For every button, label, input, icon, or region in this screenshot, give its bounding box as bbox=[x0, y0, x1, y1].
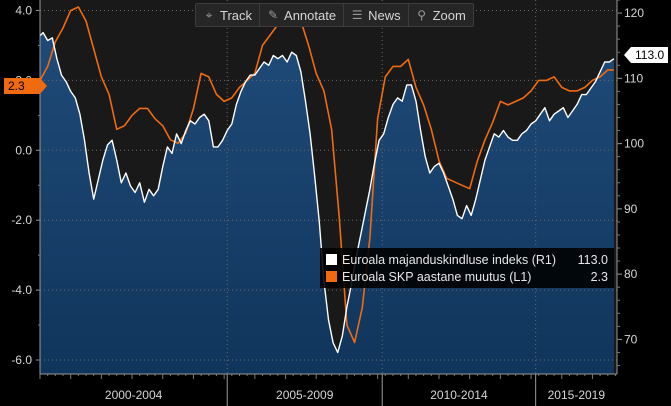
area-layer bbox=[40, 32, 614, 374]
legend-item-index[interactable]: Euroala majanduskindluse indeks (R1) 113… bbox=[326, 251, 608, 268]
right-axis-last-value-flag: 113.0 bbox=[623, 47, 669, 63]
legend-value-gdp: 2.3 bbox=[590, 269, 608, 284]
annotate-button[interactable]: ✎ Annotate bbox=[259, 4, 343, 26]
left-tick-label-3: -2.0 bbox=[11, 213, 32, 227]
news-label: News bbox=[368, 7, 401, 23]
grid-layer bbox=[40, 0, 617, 374]
zoom-button[interactable]: ⚲ Zoom bbox=[407, 4, 473, 26]
index-area-fill bbox=[40, 32, 614, 374]
magnifier-icon: ⚲ bbox=[417, 8, 426, 22]
right-tick-label-0: 120 bbox=[624, 6, 644, 20]
news-button[interactable]: ☰ News bbox=[343, 4, 408, 26]
left-axis-last-value-flag: 2.3 bbox=[4, 78, 47, 94]
x-tick-label-2: 2010-2014 bbox=[430, 388, 488, 402]
pencil-icon: ✎ bbox=[268, 8, 279, 22]
x-tick-label-0: 2000-2004 bbox=[105, 388, 163, 402]
legend-value-index: 113.0 bbox=[577, 252, 608, 267]
chart-toolbar: ⌖ Track ✎ Annotate ☰ News ⚲ Zoom bbox=[195, 3, 474, 27]
right-tick-label-1: 110 bbox=[624, 71, 643, 85]
right-tick-label-2: 100 bbox=[624, 137, 644, 151]
legend-label-index: Euroala majanduskindluse indeks (R1) bbox=[342, 252, 557, 267]
crosshair-icon: ⌖ bbox=[205, 7, 213, 22]
annotate-label: Annotate bbox=[284, 7, 337, 23]
legend-item-gdp[interactable]: Euroala SKP aastane muutus (L1) 2.3 bbox=[326, 268, 608, 285]
zoom-label: Zoom bbox=[432, 7, 466, 23]
news-icon: ☰ bbox=[351, 8, 363, 22]
gdp-series-line bbox=[39, 6, 614, 344]
right-tick-label-5: 70 bbox=[624, 332, 638, 346]
chart-legend: Euroala majanduskindluse indeks (R1) 113… bbox=[320, 248, 614, 288]
x-tick-label-3: 2015-2019 bbox=[548, 388, 606, 402]
right-tick-label-4: 80 bbox=[624, 267, 638, 281]
left-tick-label-4: -4.0 bbox=[11, 283, 32, 297]
legend-label-gdp: Euroala SKP aastane muutus (L1) bbox=[342, 269, 532, 284]
x-tick-label-1: 2005-2009 bbox=[276, 388, 334, 402]
left-tick-label-5: -6.0 bbox=[11, 353, 32, 367]
right-tick-label-3: 90 bbox=[624, 202, 638, 216]
left-tick-label-0: 4.0 bbox=[15, 3, 32, 17]
left-tick-label-2: 0.0 bbox=[15, 143, 32, 157]
legend-swatch-index bbox=[326, 254, 337, 265]
index-series-line bbox=[39, 31, 615, 354]
legend-swatch-gdp bbox=[326, 271, 337, 282]
track-label: Track bbox=[220, 7, 253, 23]
track-button[interactable]: ⌖ Track bbox=[196, 4, 259, 26]
line-layer bbox=[39, 6, 615, 354]
